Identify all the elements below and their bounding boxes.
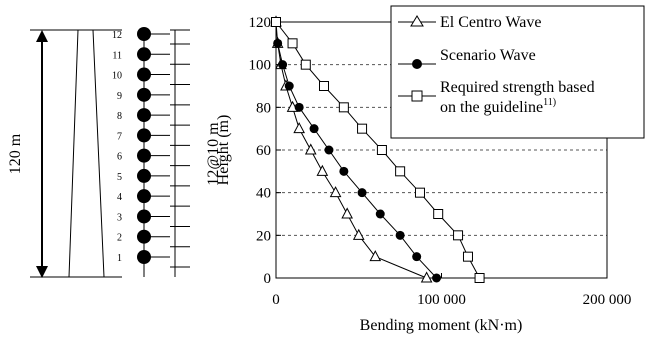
data-point-square [300,59,311,70]
legend-item-el-centro: El Centro Wave [398,14,542,31]
y-tick-label: 100 [249,58,272,74]
data-point-square [395,166,406,177]
spacing-label: 12@10 m [205,122,222,186]
data-point-square [453,230,464,241]
legend-label-guideline-line2: on the guideline11) [440,97,556,116]
data-point-square [474,273,485,283]
data-point-triangle [329,186,342,198]
data-point-circle [294,102,304,112]
data-point-circle [324,145,334,155]
data-point-circle [395,230,405,240]
data-point-triangle [293,122,305,134]
mass-node [137,47,151,62]
x-tick-label: 0 [272,292,280,308]
mass-number: 6 [117,152,122,163]
mass-number: 1 [117,253,122,264]
data-point-circle [278,60,288,70]
legend-item-scenario: Scenario Wave [398,47,536,69]
y-tick-label: 0 [264,271,272,287]
mass-node [137,209,151,224]
x-tick-label: 100 000 [417,292,466,308]
mass-node [137,108,151,123]
data-point-circle [375,209,385,219]
data-point-triangle [352,228,365,240]
x-axis-ticks: 0 100 000 200 000 [272,273,631,308]
data-point-circle [432,273,442,283]
mass-node [137,250,151,264]
legend-label-el-centro: El Centro Wave [440,14,542,31]
data-point-circle [273,38,283,48]
data-point-square [414,187,425,198]
mass-node [137,189,151,204]
mass-number: 11 [112,50,122,61]
data-point-triangle [369,250,382,262]
mass-number: 4 [117,192,122,203]
square-marker-icon [411,90,423,102]
data-point-square [318,81,329,91]
data-point-circle [309,124,319,134]
y-tick-label: 40 [256,186,271,202]
data-point-circle [284,81,294,91]
data-point-square [338,102,349,113]
mass-number: 12 [112,30,122,41]
mass-number: 9 [117,91,122,102]
mass-number: 2 [117,233,122,244]
triangle-marker-icon [410,15,424,27]
arrow-up-icon [36,30,48,42]
legend: El Centro Wave Scenario Wave Required st… [390,5,645,139]
x-tick-label: 200 000 [583,292,632,308]
mass-number: 10 [112,71,122,82]
legend-label-guideline-line1: Required strength based [440,79,595,96]
y-tick-label: 80 [256,100,271,116]
y-tick-label: 120 [249,15,272,31]
y-tick-label: 60 [256,143,271,159]
mass-node [137,87,151,102]
series-layer [270,15,485,283]
x-axis-label: Bending moment (kN·m) [360,317,523,334]
series-2 [271,17,485,283]
y-axis-label: Height (m) [215,115,232,186]
data-point-triangle [304,143,317,155]
mass-node [137,128,151,143]
data-point-circle [412,252,422,262]
legend-item-guideline: Required strength based on the guideline… [398,79,595,116]
y-tick-label: 20 [256,228,271,244]
series-1 [273,38,442,283]
mass-node [137,148,151,163]
data-point-circle [357,188,367,198]
y-axis-ticks: 0 20 40 60 80 100 120 [249,15,281,287]
legend-label-scenario: Scenario Wave [440,47,536,64]
mass-number: 8 [117,111,122,122]
data-point-square [271,17,281,27]
mass-node [137,27,151,41]
arrow-down-icon [36,266,48,278]
data-point-square [433,209,444,219]
mass-number: 3 [117,212,122,223]
data-point-triangle [420,271,433,283]
data-point-triangle [341,207,353,219]
data-point-circle [339,166,349,176]
height-label: 120 m [7,133,24,174]
mass-node [137,229,151,244]
data-point-square [462,251,473,262]
circle-marker-icon [412,59,422,69]
data-point-square [376,145,387,155]
tower-outline [68,29,105,278]
legend-box [390,5,645,139]
data-point-triangle [316,164,329,176]
mass-node [137,67,151,82]
data-point-square [357,123,368,134]
mass-number: 7 [117,131,122,142]
mass-number: 5 [117,172,122,183]
bending-moment-chart: 0 20 40 60 80 100 120 0 100 000 200 000 Height (… [215,5,645,334]
mass-node [137,168,151,183]
data-point-square [287,38,298,49]
